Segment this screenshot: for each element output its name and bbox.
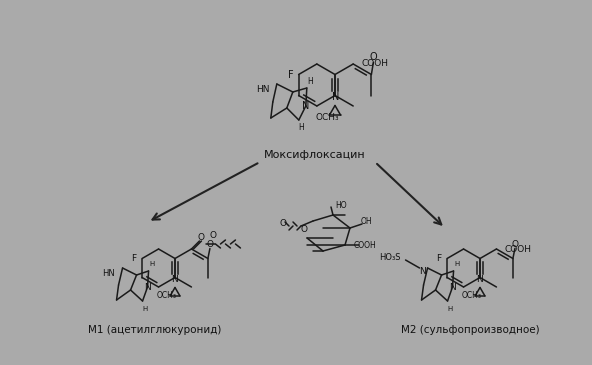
Text: N: N: [419, 266, 426, 276]
Text: HO₃S: HO₃S: [379, 254, 400, 262]
Text: O: O: [369, 51, 377, 61]
Text: F: F: [288, 69, 294, 80]
Text: OCH₃: OCH₃: [315, 112, 339, 122]
Text: H: H: [298, 123, 304, 132]
Text: O: O: [210, 231, 217, 239]
Text: COOH: COOH: [362, 59, 389, 69]
Text: N: N: [144, 283, 151, 292]
Text: COOH: COOH: [505, 245, 532, 254]
Text: Моксифлоксацин: Моксифлоксацин: [264, 150, 366, 160]
Text: H: H: [307, 77, 313, 85]
Text: O: O: [279, 219, 287, 228]
Text: HN: HN: [102, 269, 115, 277]
Text: N: N: [172, 275, 178, 284]
Text: H: H: [454, 261, 459, 267]
Text: M1 (ацетилглюкуронид): M1 (ацетилглюкуронид): [88, 325, 221, 335]
Text: F: F: [131, 254, 137, 263]
Text: N: N: [477, 275, 484, 284]
Text: O: O: [207, 240, 213, 249]
Text: OCH₃: OCH₃: [157, 292, 177, 300]
Text: HO: HO: [335, 200, 347, 210]
Text: H: H: [142, 306, 147, 312]
Text: H: H: [149, 261, 154, 267]
Text: HN: HN: [256, 85, 269, 93]
Text: O: O: [511, 240, 519, 249]
Text: COOH: COOH: [353, 241, 377, 250]
Text: N: N: [332, 92, 340, 101]
Text: H: H: [447, 306, 452, 312]
Text: F: F: [436, 254, 442, 263]
Text: O: O: [301, 225, 307, 234]
Text: N: N: [449, 283, 456, 292]
Text: OH: OH: [360, 218, 372, 227]
Text: OCH₃: OCH₃: [462, 292, 482, 300]
Text: M2 (сульфопроизводное): M2 (сульфопроизводное): [401, 325, 539, 335]
Text: O: O: [198, 233, 205, 242]
Text: N: N: [302, 101, 310, 111]
